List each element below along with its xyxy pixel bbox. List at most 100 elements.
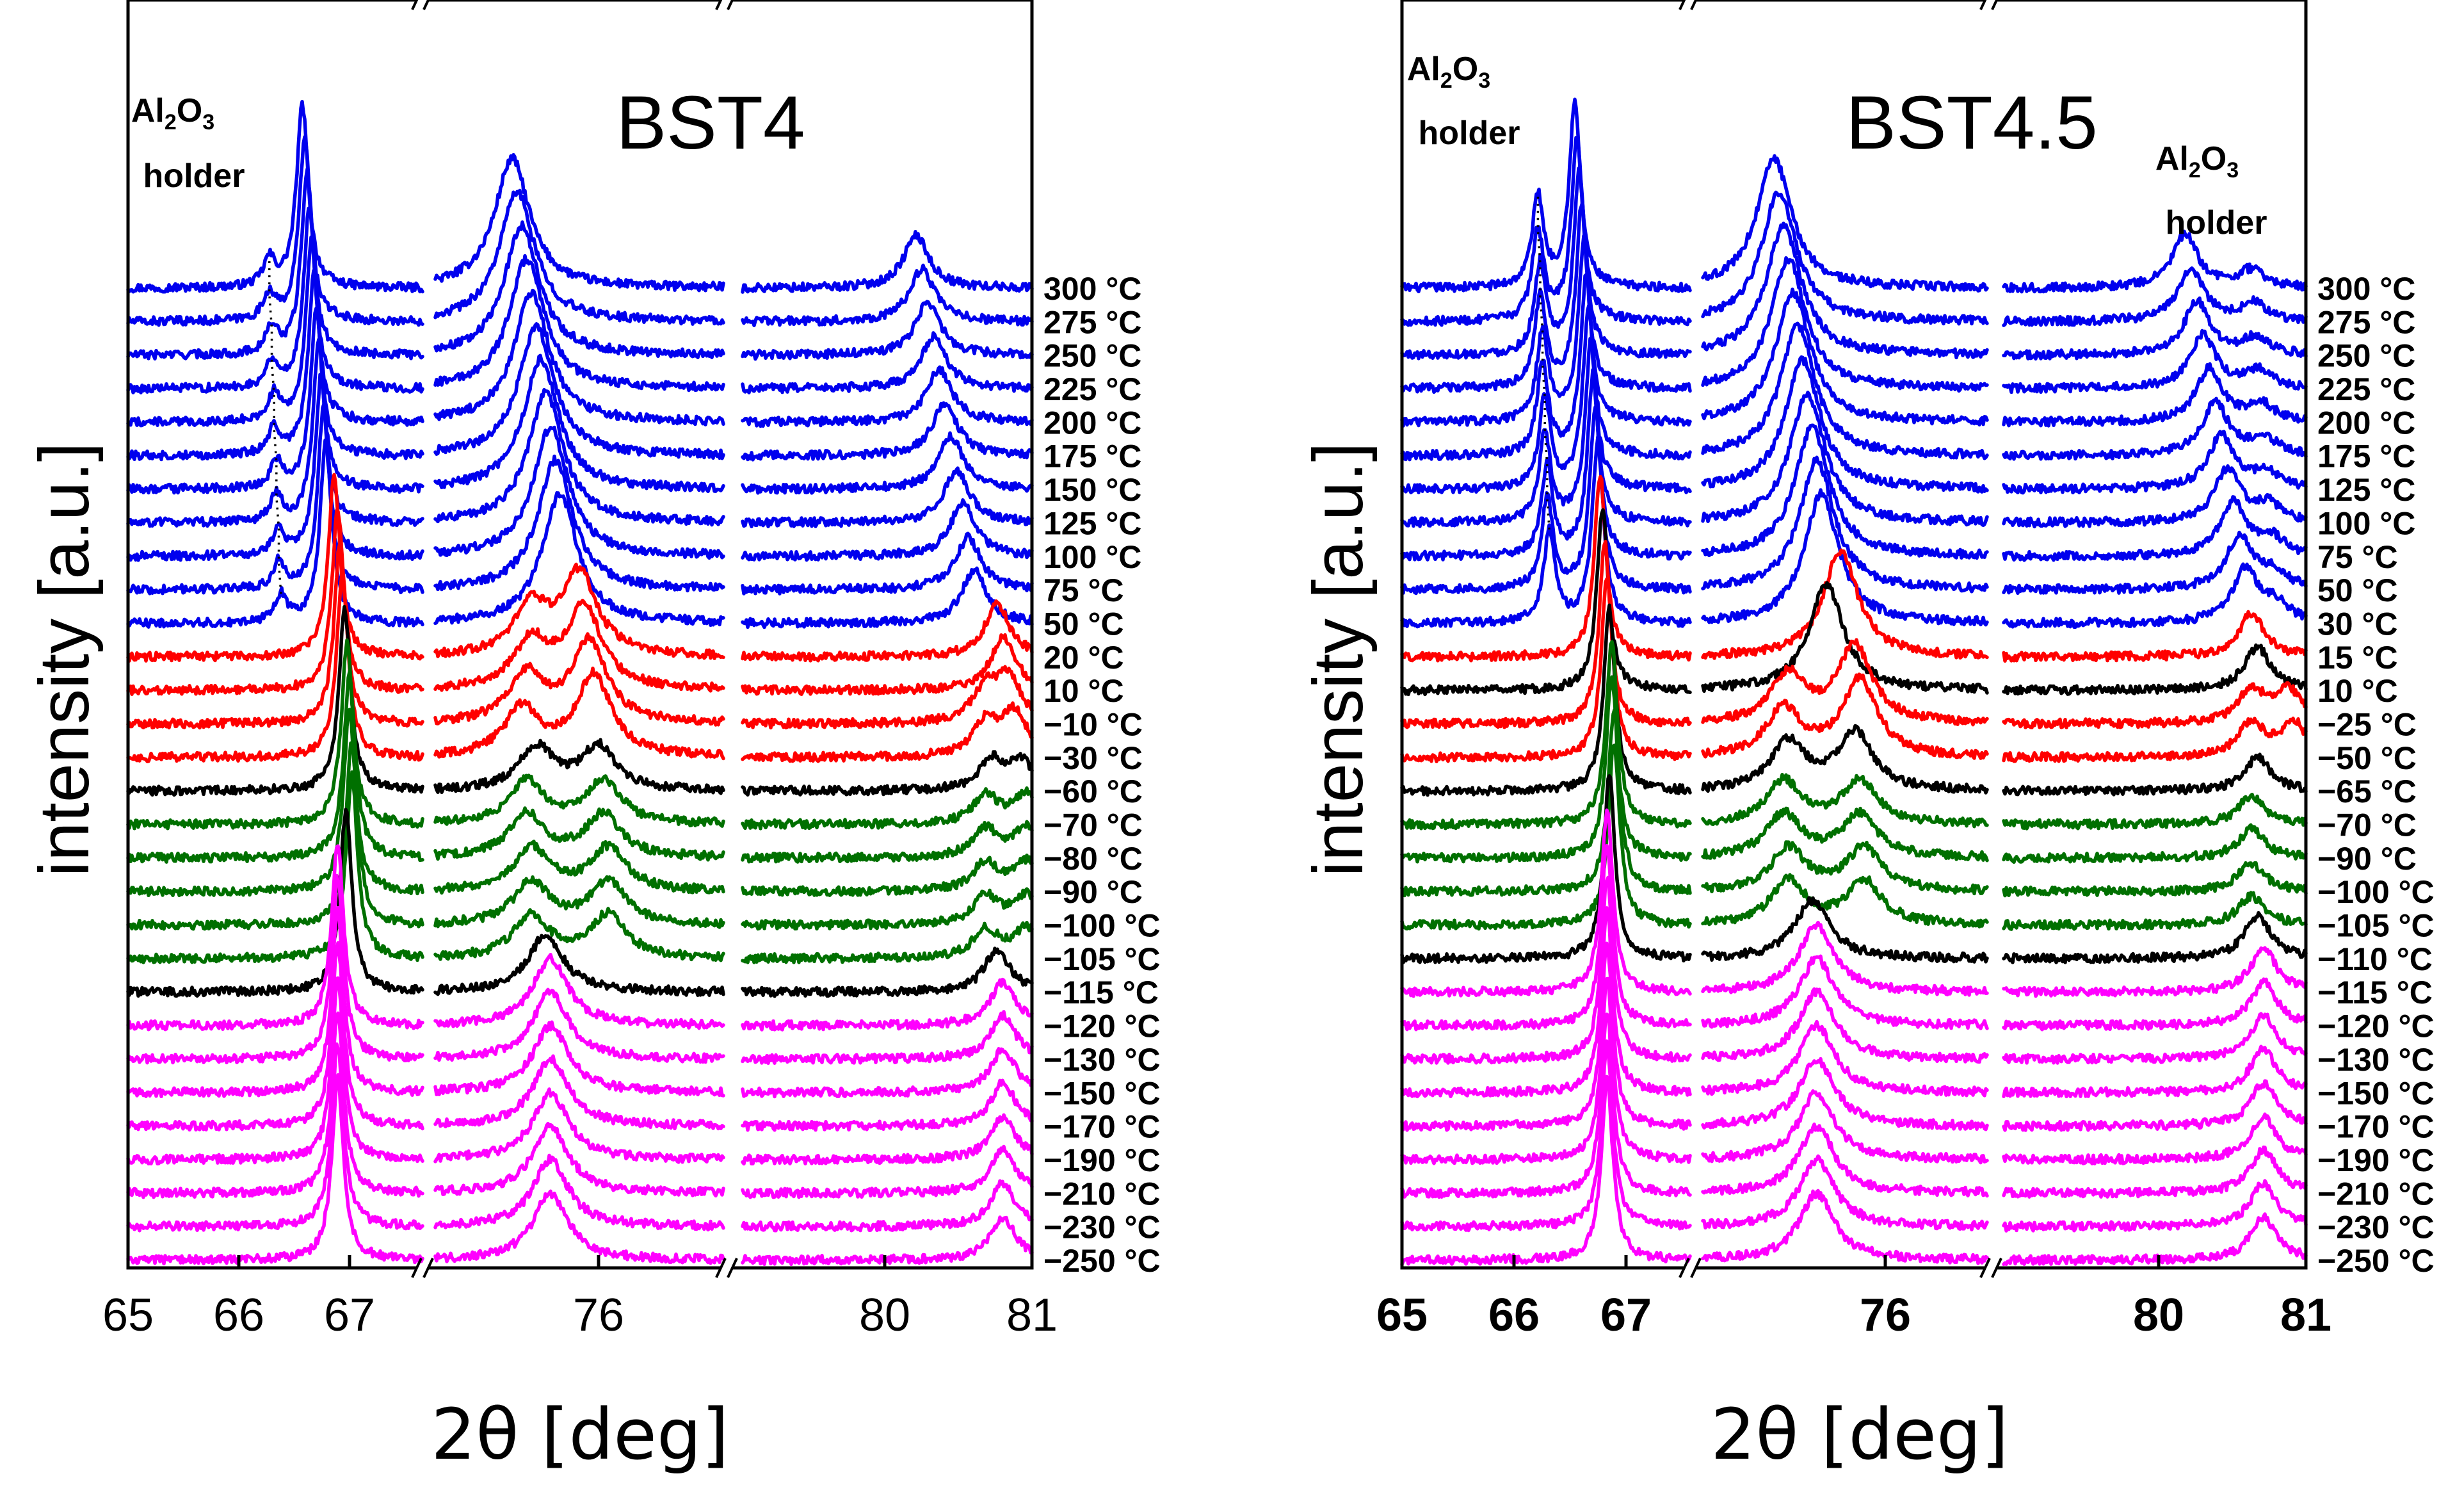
- trace-line: [1400, 675, 1692, 864]
- trace-line: [741, 431, 1034, 495]
- trace-line: [1400, 273, 1692, 462]
- x-tick-label: 67: [324, 1290, 375, 1341]
- temperature-label: −210 °C: [2317, 1176, 2435, 1212]
- trace-line: [433, 288, 725, 426]
- trace-line: [1701, 1188, 1989, 1265]
- trace-line: [2002, 296, 2308, 361]
- trace-line: [1701, 987, 1989, 1064]
- trace-line: [2002, 328, 2308, 394]
- x-tick-label: 65: [102, 1290, 154, 1341]
- trace-line: [126, 135, 424, 327]
- trace-line: [433, 454, 725, 593]
- temperature-label: −100 °C: [2317, 874, 2435, 910]
- trace-line: [433, 491, 725, 628]
- trace-line: [2002, 495, 2308, 562]
- trace-line: [1400, 808, 1692, 998]
- x-tick-label: 76: [573, 1290, 624, 1341]
- trace-line: [741, 300, 1034, 361]
- trace-line: [1400, 405, 1692, 596]
- trace-line: [126, 337, 424, 528]
- trace-line: [741, 365, 1034, 428]
- x-tick-label: 66: [213, 1290, 264, 1341]
- trace-line: [741, 820, 1034, 864]
- chart-title: BST4: [616, 81, 805, 165]
- trace-line: [433, 875, 725, 929]
- al2o3-holder-annotation: Al2O3: [1407, 51, 1490, 93]
- trace-line: [2002, 1012, 2308, 1065]
- trace-line: [433, 1121, 725, 1198]
- temperature-label: −30 °C: [1043, 740, 1143, 776]
- temperature-label: 300 °C: [2317, 271, 2415, 307]
- trace-line: [741, 665, 1034, 730]
- trace-line: [126, 438, 424, 629]
- trace-line: [126, 807, 424, 998]
- trace-line: [126, 1042, 424, 1233]
- trace-line: [741, 750, 1034, 797]
- annotation-subscript: 3: [2226, 158, 2239, 182]
- trace-line: [1400, 875, 1692, 1065]
- axis-break-mark: [715, 0, 734, 10]
- trace-line: [741, 1113, 1034, 1166]
- trace-line: [126, 905, 424, 1099]
- trace-line: [2002, 1212, 2308, 1267]
- trace-line: [1701, 1154, 1989, 1232]
- trace-line: [1400, 603, 1692, 797]
- axis-break-gap: [1684, 0, 1696, 5]
- trace-line: [1701, 920, 1989, 997]
- trace-line: [126, 670, 424, 864]
- trace-line: [1400, 166, 1692, 361]
- x-tick-label: 80: [859, 1290, 910, 1341]
- temperature-label: −250 °C: [1043, 1243, 1161, 1279]
- trace-line: [1400, 540, 1692, 729]
- trace-line: [1701, 154, 1989, 293]
- trace-line: [1701, 840, 1989, 896]
- trace-line: [126, 941, 424, 1132]
- trace-line: [741, 920, 1034, 964]
- trace-line: [741, 498, 1034, 562]
- trace-line: [1701, 455, 1989, 594]
- trace-line: [741, 1078, 1034, 1132]
- trace-line: [126, 844, 424, 1032]
- x-tick-label: 66: [1488, 1290, 1540, 1341]
- trace-line: [126, 770, 424, 964]
- chart-title: BST4.5: [1846, 81, 2098, 165]
- trace-line: [433, 220, 725, 359]
- trace-line: [2002, 792, 2308, 831]
- trace-line: [433, 632, 725, 727]
- temperature-label: 30 °C: [2317, 606, 2398, 642]
- axis-break-mark: [1979, 0, 1999, 10]
- trace-line: [433, 188, 725, 326]
- trace-line: [433, 839, 725, 895]
- temperature-label: 225 °C: [2317, 371, 2415, 407]
- x-tick-label: 67: [1600, 1290, 1652, 1341]
- trace-line: [2002, 396, 2308, 461]
- axis-break-mark: [411, 0, 430, 10]
- trace-line: [741, 887, 1034, 931]
- trace-line: [1400, 577, 1692, 763]
- trace-line: [1400, 234, 1692, 428]
- trace-line: [2002, 229, 2308, 294]
- trace-line: [2002, 1079, 2308, 1132]
- traces-bst4-5: [1400, 97, 2308, 1267]
- trace-line: [126, 508, 424, 696]
- annotation-text: O: [2201, 140, 2226, 177]
- trace-line: [2002, 752, 2308, 797]
- trace-line: [126, 235, 424, 428]
- axis-break-mark: [1679, 0, 1698, 10]
- trace-line: [433, 953, 725, 1030]
- trace-line: [2002, 1179, 2308, 1233]
- trace-line: [433, 774, 725, 828]
- temperature-label: 20 °C: [1043, 640, 1124, 676]
- temperature-label: −105 °C: [1043, 941, 1161, 977]
- trace-line: [2002, 717, 2308, 763]
- trace-line: [126, 708, 424, 898]
- temperature-label: 75 °C: [2317, 539, 2398, 575]
- trace-line: [1400, 1012, 1692, 1199]
- trace-line: [1701, 548, 1989, 660]
- temperature-label: 275 °C: [1043, 304, 1141, 340]
- trace-line: [126, 402, 424, 596]
- trace-line: [433, 1020, 725, 1098]
- trace-line: [741, 331, 1034, 394]
- temperature-label: −115 °C: [2317, 975, 2433, 1010]
- trace-line: [741, 946, 1034, 998]
